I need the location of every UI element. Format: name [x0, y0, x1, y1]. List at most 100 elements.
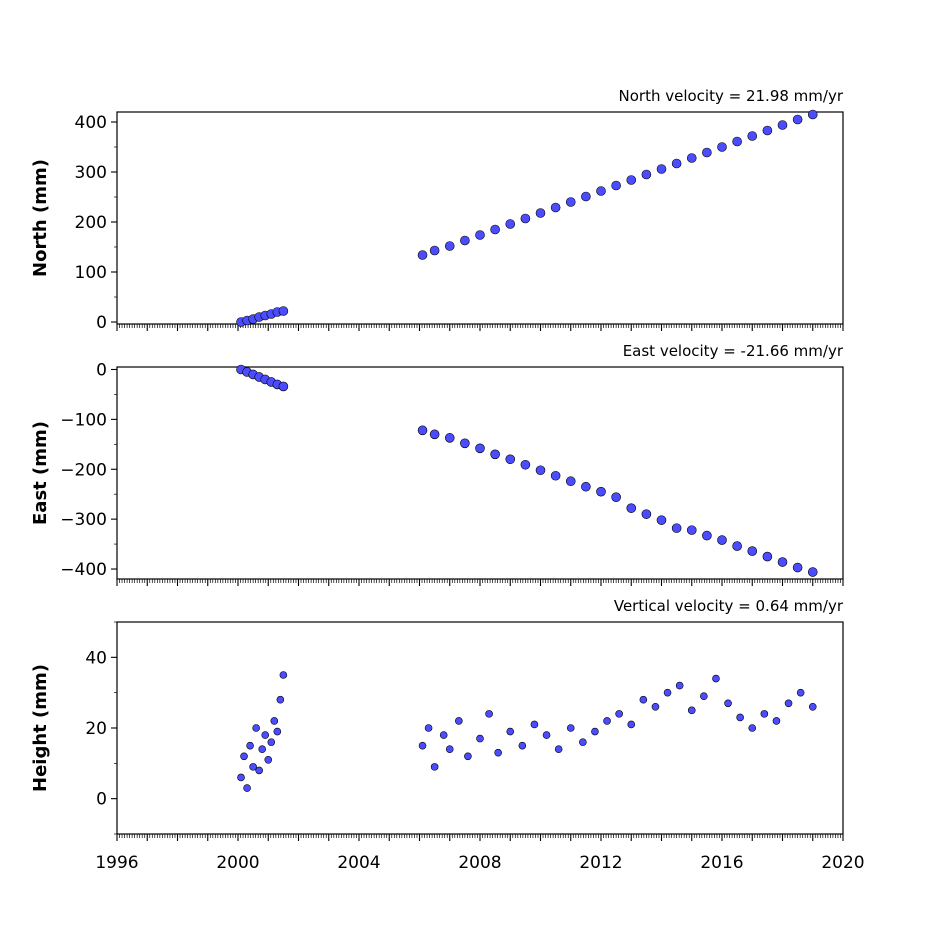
y-tick-label: 300 — [75, 163, 107, 183]
north-data-point — [429, 245, 440, 256]
height-data-point — [615, 710, 623, 718]
height-axis-label: Height (mm) — [30, 664, 51, 792]
east-data-point — [417, 425, 428, 436]
height-data-point — [760, 710, 769, 718]
y-tick-label: 20 — [85, 719, 107, 739]
y-tick-label: −300 — [60, 510, 107, 530]
north-data-point — [641, 169, 652, 180]
height-data-point — [808, 702, 817, 711]
height-data-point — [237, 773, 245, 782]
height-data-point — [255, 766, 263, 775]
height-data-point — [579, 738, 587, 746]
height-data-point — [439, 731, 448, 739]
east-axis-label: East (mm) — [30, 421, 51, 525]
north-data-point — [732, 136, 742, 147]
east-data-point — [611, 492, 621, 502]
y-tick-label: −200 — [60, 460, 107, 480]
height-data-point — [261, 731, 270, 739]
north-data-point — [417, 250, 428, 260]
east-data-point — [444, 433, 455, 443]
y-tick-label: 0 — [96, 360, 107, 380]
height-data-point — [494, 748, 502, 757]
north-data-point — [596, 186, 606, 196]
y-tick-label: 40 — [85, 648, 107, 668]
east-data-point — [565, 476, 576, 487]
north-data-point — [565, 197, 576, 207]
height-velocity-title: Vertical velocity = 0.64 mm/yr — [614, 597, 844, 615]
north-data-point — [505, 219, 516, 229]
east-data-point — [792, 562, 803, 573]
height-data-point — [243, 784, 251, 792]
north-data-point — [460, 235, 470, 246]
east-data-point — [596, 486, 606, 497]
east-data-point — [732, 541, 742, 551]
x-tick-label: 1996 — [95, 853, 138, 873]
north-data-point — [792, 114, 803, 125]
y-tick-label: −100 — [60, 410, 107, 430]
height-data-point — [772, 717, 781, 725]
height-data-point — [464, 752, 472, 761]
y-tick-label: 100 — [75, 263, 107, 283]
east-data-point — [641, 509, 652, 519]
height-data-point — [639, 695, 648, 704]
height-plot-frame — [116, 621, 844, 835]
height-data-point — [267, 738, 276, 746]
height-data-point — [712, 674, 720, 683]
height-data-point — [591, 727, 599, 736]
north-data-point — [747, 131, 758, 141]
height-data-point — [418, 741, 427, 750]
north-data-point — [626, 175, 637, 185]
east-data-point — [747, 546, 758, 556]
height-data-point — [530, 720, 539, 729]
height-data-point — [279, 671, 288, 679]
height-data-point — [273, 727, 282, 736]
east-data-point — [702, 530, 712, 541]
y-tick-label: 400 — [75, 113, 107, 133]
height-data-point — [627, 720, 636, 729]
x-tick-label: 2020 — [821, 853, 864, 873]
height-data-point — [249, 763, 257, 771]
north-data-point — [475, 230, 485, 240]
north-data-point — [777, 120, 788, 130]
north-data-point — [717, 142, 727, 152]
east-data-point — [278, 381, 289, 392]
north-data-point — [550, 202, 561, 213]
north-data-point — [656, 164, 667, 174]
east-data-point — [490, 449, 500, 460]
east-data-point — [717, 535, 727, 545]
north-axis-label: North (mm) — [30, 159, 51, 277]
east-data-point — [581, 481, 591, 492]
height-data-point — [651, 702, 660, 711]
x-tick-label: 2016 — [700, 853, 743, 873]
east-data-point — [475, 443, 485, 454]
height-data-point — [445, 745, 454, 754]
east-data-point — [777, 557, 788, 567]
x-tick-label: 2012 — [579, 853, 622, 873]
north-data-point — [490, 224, 500, 235]
height-data-point — [455, 717, 463, 725]
height-data-point — [687, 706, 696, 715]
north-data-point — [611, 180, 621, 191]
height-data-point — [748, 724, 757, 732]
east-data-point — [671, 523, 682, 533]
y-tick-label: −400 — [60, 560, 107, 580]
height-data-point — [675, 681, 684, 690]
north-data-point — [762, 125, 773, 136]
height-data-point — [240, 752, 248, 761]
north-data-point — [807, 109, 818, 120]
x-tick-label: 2000 — [216, 853, 259, 873]
north-data-point — [581, 191, 591, 202]
north-data-point — [686, 153, 697, 163]
x-tick-label: 2008 — [458, 853, 501, 873]
north-velocity-title: North velocity = 21.98 mm/yr — [619, 87, 844, 105]
east-data-point — [535, 465, 546, 476]
height-data-point — [485, 710, 493, 718]
north-data-point — [671, 158, 682, 169]
height-data-point — [518, 741, 527, 750]
east-data-point — [520, 459, 531, 470]
east-data-point — [460, 438, 470, 449]
east-data-point — [762, 551, 773, 562]
height-data-point — [700, 692, 708, 701]
height-data-point — [542, 731, 551, 739]
